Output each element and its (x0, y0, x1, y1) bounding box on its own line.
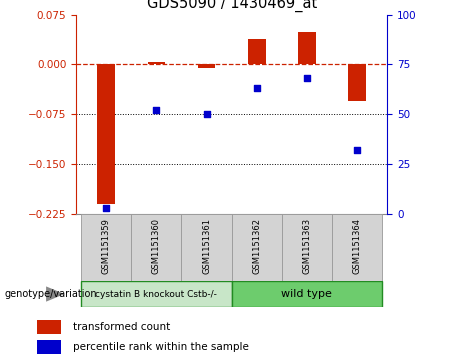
Bar (148, 62, 165, 65)
Bar (37, 320, 61, 334)
Text: GSM1151362: GSM1151362 (252, 219, 261, 274)
Bar (198, 65, 215, 68)
Text: genotype/variation: genotype/variation (5, 289, 97, 299)
Bar (298, 32, 316, 65)
Point (153, 107, 160, 113)
Bar (282, 214, 332, 281)
Text: GSM1151359: GSM1151359 (102, 219, 111, 274)
Point (253, 86, 260, 91)
Bar (37, 340, 61, 354)
Bar (332, 214, 382, 281)
Title: GDS5090 / 1430469_at: GDS5090 / 1430469_at (147, 0, 317, 12)
Text: GSM1151364: GSM1151364 (353, 219, 361, 274)
Bar (248, 39, 266, 65)
Bar (131, 214, 182, 281)
Text: wild type: wild type (282, 289, 332, 299)
Bar (231, 281, 382, 307)
Polygon shape (46, 286, 65, 302)
Text: GSM1151360: GSM1151360 (152, 219, 161, 274)
Point (203, 111, 210, 117)
Point (354, 147, 361, 153)
Text: percentile rank within the sample: percentile rank within the sample (73, 342, 249, 352)
Text: GSM1151363: GSM1151363 (302, 218, 312, 274)
Point (303, 76, 311, 81)
Text: cystatin B knockout Cstb-/-: cystatin B knockout Cstb-/- (95, 290, 217, 298)
Bar (349, 65, 366, 101)
Point (102, 205, 110, 211)
Bar (231, 214, 282, 281)
Text: transformed count: transformed count (73, 322, 171, 332)
Bar (81, 281, 232, 307)
Text: GSM1151361: GSM1151361 (202, 219, 211, 274)
Bar (81, 214, 131, 281)
Bar (97, 65, 115, 204)
Bar (182, 214, 231, 281)
